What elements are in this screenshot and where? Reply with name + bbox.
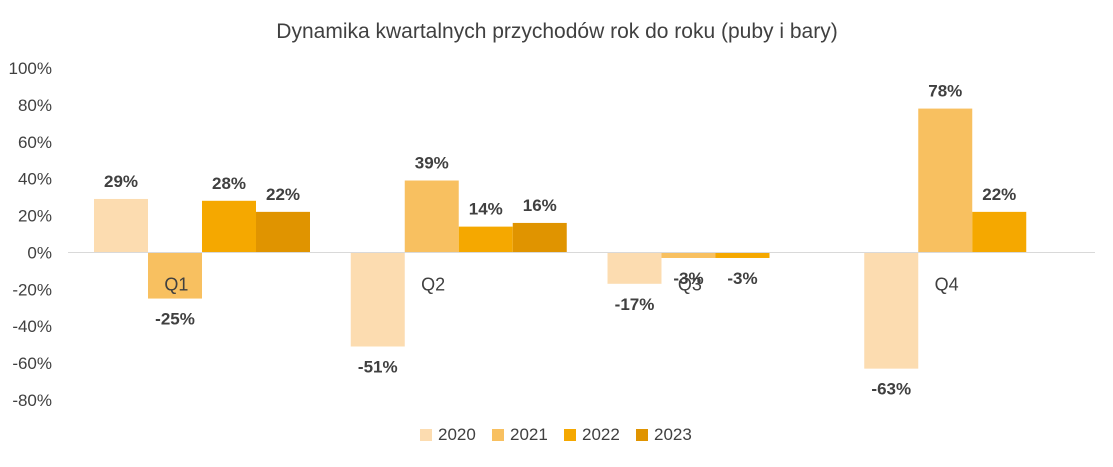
bar-2022-q3: [715, 252, 770, 258]
y-axis-ticks: 100% 80% 60% 40% 20% 0% -20% -40% -60% -80%: [9, 59, 52, 410]
y-tick-label: -60%: [12, 354, 52, 373]
y-tick-label: 0%: [27, 243, 52, 262]
y-tick-label: -80%: [12, 391, 52, 410]
bar-2021-q1: [148, 252, 202, 299]
data-label: 39%: [415, 154, 449, 173]
data-label: 29%: [104, 172, 138, 191]
data-label: 22%: [982, 185, 1016, 204]
legend-label: 2020: [438, 425, 476, 444]
bar-2022-q2: [458, 226, 513, 253]
data-label: -25%: [155, 310, 195, 329]
legend-swatch-2023: [636, 429, 648, 441]
data-labels: 29% -51% -17% -63% -25% 39% -3% 78% 28% 14% -3% 22%…: [104, 82, 1016, 399]
legend-label: 2021: [510, 425, 548, 444]
chart-title: Dynamika kwartalnych przychodów rok do r…: [276, 20, 837, 43]
bar-2022-q4: [972, 211, 1027, 253]
legend: 2020 2021 2022 2023: [420, 425, 692, 444]
legend-swatch-2022: [564, 429, 576, 441]
legend-swatch-2020: [420, 429, 432, 441]
bar-2021-q2: [404, 180, 459, 253]
data-label: -51%: [358, 358, 398, 377]
data-label: -63%: [871, 380, 911, 399]
y-tick-label: -40%: [12, 317, 52, 336]
bar-2020-q1: [94, 198, 148, 253]
category-label: Q3: [678, 274, 702, 294]
bar-2020-q2: [350, 252, 405, 347]
y-tick-label: 100%: [9, 59, 52, 78]
data-label: 16%: [523, 196, 557, 215]
y-tick-label: -20%: [12, 280, 52, 299]
y-tick-label: 80%: [18, 96, 52, 115]
y-tick-label: 20%: [18, 207, 52, 226]
category-label: Q4: [935, 274, 959, 294]
y-tick-label: 60%: [18, 133, 52, 152]
bar-2023-q2: [512, 222, 567, 253]
data-label: 78%: [928, 82, 962, 101]
legend-swatch-2021: [492, 429, 504, 441]
data-label: -17%: [615, 295, 655, 314]
bar-2023-q1: [256, 211, 310, 253]
category-label: Q2: [421, 274, 445, 294]
category-label: Q1: [164, 274, 188, 294]
category-labels: Q1 Q2 Q3 Q4: [164, 274, 958, 294]
bar-2022-q1: [202, 200, 256, 253]
data-label: 28%: [212, 174, 246, 193]
legend-label: 2022: [582, 425, 620, 444]
data-label: 22%: [266, 185, 300, 204]
bar-2021-q3: [661, 252, 716, 258]
data-label: -3%: [673, 269, 703, 288]
bar-2020-q3: [607, 252, 662, 284]
bars: [94, 108, 1027, 369]
y-tick-label: 40%: [18, 170, 52, 189]
bar-2020-q4: [864, 252, 919, 369]
legend-label: 2023: [654, 425, 692, 444]
bar-2021-q4: [918, 108, 973, 253]
data-label: 14%: [469, 200, 503, 219]
data-label: -3%: [727, 269, 757, 288]
